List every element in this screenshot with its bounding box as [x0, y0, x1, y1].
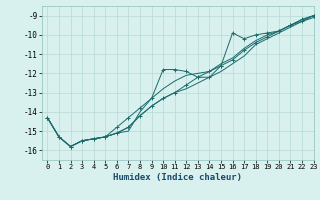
- X-axis label: Humidex (Indice chaleur): Humidex (Indice chaleur): [113, 173, 242, 182]
